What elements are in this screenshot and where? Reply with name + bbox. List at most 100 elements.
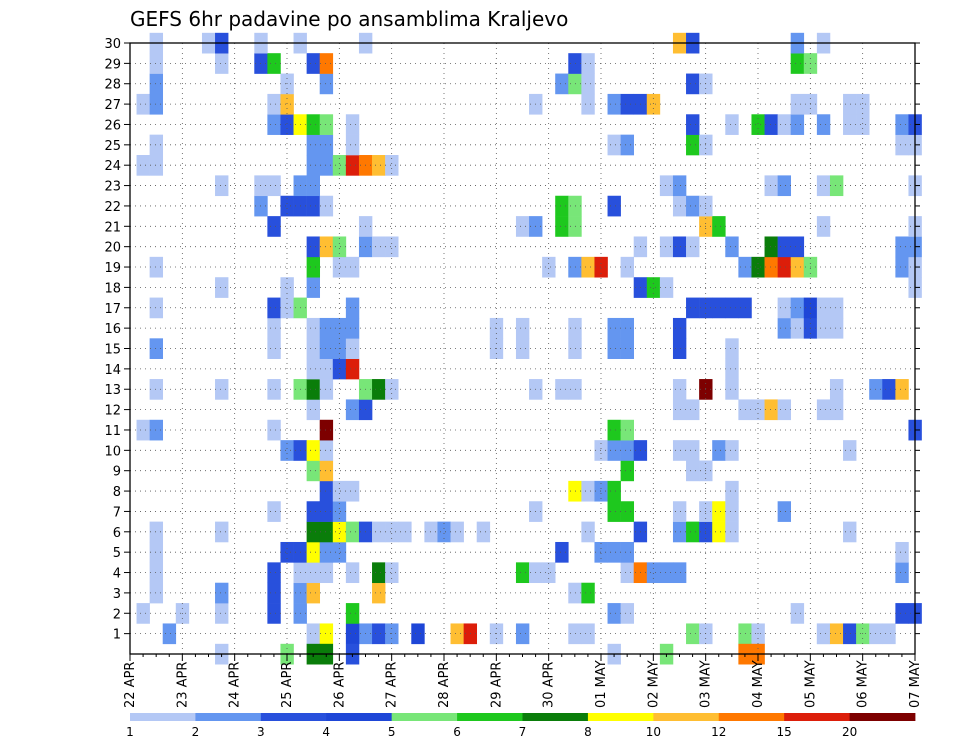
heatmap-cell bbox=[267, 582, 281, 604]
heatmap-cell bbox=[725, 338, 739, 359]
heatmap-cell bbox=[725, 379, 739, 400]
heatmap-cell bbox=[149, 419, 164, 441]
heatmap-cell bbox=[345, 480, 360, 502]
heatmap-cell bbox=[515, 562, 530, 584]
heatmap-cell bbox=[306, 134, 321, 156]
heatmap-cell bbox=[790, 93, 805, 115]
heatmap-cell bbox=[895, 541, 909, 563]
heatmap-cell bbox=[751, 256, 765, 278]
heatmap-cell bbox=[620, 501, 635, 522]
heatmap-cell bbox=[149, 93, 164, 115]
heatmap-cell bbox=[372, 562, 386, 584]
x-tick-label: 01 MAY bbox=[594, 660, 609, 708]
heatmap-cell bbox=[385, 236, 399, 258]
colorbar-label: 20 bbox=[842, 725, 857, 739]
y-tick-label: 23 bbox=[104, 180, 121, 195]
heatmap-cell bbox=[149, 582, 164, 604]
heatmap-cell bbox=[568, 73, 582, 95]
heatmap-cell bbox=[843, 440, 857, 461]
heatmap-cell bbox=[895, 379, 909, 400]
y-tick-label: 26 bbox=[104, 118, 121, 133]
heatmap-cell bbox=[136, 603, 150, 624]
heatmap-cell bbox=[267, 93, 281, 115]
heatmap-cell bbox=[345, 603, 360, 624]
heatmap-cell bbox=[332, 501, 347, 522]
colorbar-swatch bbox=[260, 713, 327, 721]
heatmap-cell bbox=[686, 73, 700, 95]
heatmap-cell bbox=[149, 53, 164, 74]
heatmap-cell bbox=[790, 603, 805, 624]
heatmap-cell bbox=[267, 379, 281, 400]
y-tick-label: 11 bbox=[104, 424, 121, 439]
heatmap-cell bbox=[332, 521, 347, 543]
heatmap-cell bbox=[895, 134, 909, 156]
heatmap-cell bbox=[882, 379, 896, 400]
heatmap-cell bbox=[829, 379, 844, 400]
y-tick-label: 5 bbox=[113, 546, 121, 561]
heatmap-cell bbox=[672, 379, 687, 400]
heatmap-cell bbox=[686, 623, 700, 645]
colorbar-swatch bbox=[784, 713, 850, 721]
heatmap-cell bbox=[149, 256, 164, 278]
heatmap-cell bbox=[372, 582, 386, 604]
heatmap-cell bbox=[672, 562, 687, 584]
heatmap-cell bbox=[332, 480, 347, 502]
colorbar-swatch bbox=[522, 713, 589, 721]
y-tick-label: 16 bbox=[104, 322, 121, 337]
heatmap-cell bbox=[607, 541, 621, 563]
heatmap-cell bbox=[790, 236, 805, 258]
heatmap-cell bbox=[385, 379, 399, 400]
heatmap-cell bbox=[620, 317, 635, 339]
heatmap-cell bbox=[411, 623, 425, 645]
heatmap-cell bbox=[725, 480, 739, 502]
heatmap-cell bbox=[476, 521, 491, 543]
y-tick-label: 13 bbox=[104, 383, 121, 398]
y-tick-label: 14 bbox=[104, 363, 121, 378]
heatmap-cell bbox=[319, 562, 334, 584]
heatmap-cell bbox=[607, 603, 621, 624]
heatmap-cell bbox=[149, 297, 164, 319]
x-tick-label: 28 APR bbox=[437, 662, 452, 708]
heatmap-cell bbox=[672, 521, 687, 543]
heatmap-cell bbox=[672, 317, 687, 339]
heatmap-cell bbox=[777, 175, 792, 197]
colorbar-label: 10 bbox=[646, 725, 661, 739]
heatmap-cell bbox=[895, 236, 909, 258]
heatmap-cell bbox=[319, 338, 334, 359]
y-tick-label: 2 bbox=[113, 607, 121, 622]
heatmap-cell bbox=[149, 134, 164, 156]
heatmap-cell bbox=[816, 317, 831, 339]
heatmap-cell bbox=[843, 114, 857, 135]
heatmap-cell bbox=[215, 379, 229, 400]
x-tick-label: 04 MAY bbox=[751, 660, 766, 708]
heatmap-cell bbox=[686, 460, 700, 482]
y-tick-label: 7 bbox=[113, 505, 121, 520]
heatmap-cell bbox=[306, 521, 321, 543]
heatmap-cell bbox=[555, 379, 569, 400]
heatmap-cell bbox=[345, 134, 360, 156]
heatmap-cell bbox=[372, 155, 386, 176]
colorbar-label: 4 bbox=[322, 725, 330, 739]
heatmap-cell bbox=[149, 338, 164, 359]
heatmap-cell bbox=[319, 460, 334, 482]
heatmap-cell bbox=[345, 317, 360, 339]
heatmap-cell bbox=[306, 501, 321, 522]
heatmap-cell bbox=[280, 93, 294, 115]
heatmap-cell bbox=[725, 440, 739, 461]
y-tick-label: 18 bbox=[104, 281, 121, 296]
heatmap-cell bbox=[751, 114, 765, 135]
colorbar-label: 1 bbox=[126, 725, 134, 739]
heatmap-cell bbox=[686, 134, 700, 156]
heatmap-cell bbox=[280, 297, 294, 319]
colorbar-swatch bbox=[457, 713, 523, 721]
heatmap-cell bbox=[672, 338, 687, 359]
heatmap-cell bbox=[319, 195, 334, 217]
heatmap-cell bbox=[332, 541, 347, 563]
heatmap-cell bbox=[306, 317, 321, 339]
heatmap-cell bbox=[568, 338, 582, 359]
heatmap-cell bbox=[895, 256, 909, 278]
heatmap-cell bbox=[725, 358, 739, 380]
heatmap-cell bbox=[712, 501, 726, 522]
heatmap-cell bbox=[306, 440, 321, 461]
